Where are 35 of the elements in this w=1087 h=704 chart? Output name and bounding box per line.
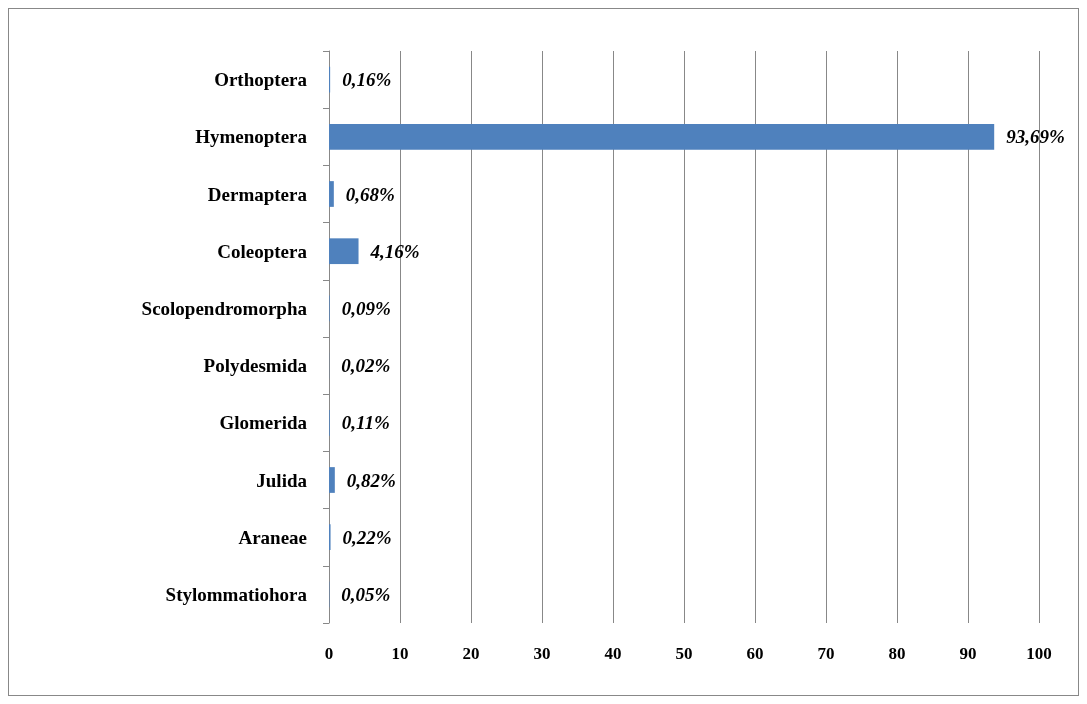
- x-tick-label: 70: [817, 644, 835, 663]
- y-tick-label: Orthoptera: [214, 69, 308, 91]
- y-tick-label: Polydesmida: [203, 355, 308, 377]
- data-label: 0,11%: [341, 412, 390, 434]
- y-tick-label: Glomerida: [219, 412, 308, 434]
- y-tick-label: Dermaptera: [207, 183, 308, 205]
- x-tick-label: 60: [746, 644, 764, 663]
- data-label: 0,09%: [341, 297, 391, 319]
- bar: [329, 181, 334, 207]
- x-tick-label: 50: [675, 644, 693, 663]
- y-tick-label: Julida: [256, 469, 308, 491]
- x-tick-label: 30: [533, 644, 551, 663]
- data-label: 0,22%: [342, 526, 392, 548]
- bar: [329, 123, 995, 150]
- data-label: 93,69%: [1006, 126, 1065, 148]
- data-label: 0,16%: [342, 69, 392, 91]
- x-tick-label: 80: [888, 644, 906, 663]
- x-tick-label: 100: [1026, 644, 1052, 663]
- x-tick-label: 40: [604, 644, 622, 663]
- x-tick-label: 10: [391, 644, 409, 663]
- x-tick-label: 20: [462, 644, 480, 663]
- data-label: 4,16%: [369, 240, 420, 262]
- y-tick-label: Hymenoptera: [195, 126, 308, 148]
- y-tick-label: Araneae: [238, 526, 307, 548]
- bar: [329, 467, 335, 493]
- x-tick-label: 90: [959, 644, 977, 663]
- x-tick-label: 0: [324, 644, 334, 663]
- y-tick-label: Stylommatiohora: [165, 583, 308, 605]
- data-label: 0,68%: [345, 183, 395, 205]
- y-tick-label: Scolopendromorpha: [141, 297, 308, 319]
- bar: [329, 238, 359, 265]
- data-label: 0,05%: [341, 583, 391, 605]
- data-label: 0,02%: [341, 355, 391, 377]
- data-label: 0,82%: [346, 469, 396, 491]
- y-tick-label: Coleoptera: [217, 240, 308, 262]
